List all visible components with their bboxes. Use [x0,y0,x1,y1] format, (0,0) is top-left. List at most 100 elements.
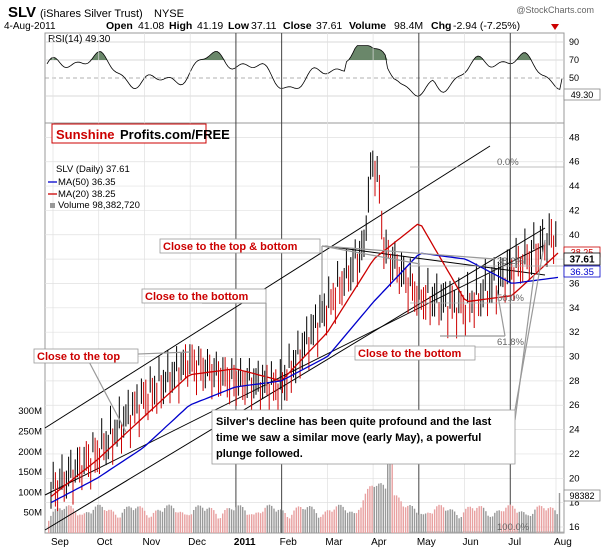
volume-bar [460,517,462,533]
volume-bar [300,507,302,533]
annotation-box-2 [141,288,267,304]
note-line-2: time we saw a similar move (early May), … [216,432,481,444]
trend-channel-upper [44,145,491,429]
volume-bar [143,510,146,533]
volume-bar [128,506,130,533]
ma50-tag [563,265,601,278]
ma20-line [50,223,559,498]
fib-label: 61.8% [497,337,524,348]
annotation-top: Close to the top [37,351,120,363]
volume-bar [157,509,159,533]
volume-bar [121,512,123,533]
volume-bar [322,514,324,533]
close-value: 37.61 [316,20,342,32]
volume-bar [373,486,375,533]
volume-bar [275,511,277,533]
volume-bar [367,488,369,533]
volume-bar [193,510,195,533]
volume-bar [342,506,344,533]
month-label: Jul [508,537,521,548]
note-line-3: plunge followed. [216,448,303,460]
rsi-tick-label: 70 [569,55,579,65]
volume-bar [262,511,264,533]
volume-bar [181,512,184,533]
price-panel [44,122,565,534]
volume-bar [549,507,552,533]
volume-bar [172,508,175,533]
volume-bar [351,511,353,533]
legend-price: SLV (Daily) 37.61 [56,164,130,175]
volume-bar [511,505,514,533]
rsi-tick-label: 50 [569,73,579,83]
volume-bar [538,505,541,533]
annotation-bottom-2: Close to the bottom [358,348,461,360]
volume-bar [150,516,152,533]
volume-tick-label: 150M [18,467,42,478]
high-label: High [169,20,192,32]
volume-bar [485,511,487,533]
volume-bar [478,506,480,533]
security-name: (iShares Silver Trust) [40,8,143,20]
volume-bar [382,484,384,533]
month-label: Dec [188,537,206,548]
volume-bar [139,506,141,533]
volume-bar [242,507,244,533]
volume-bar [184,514,186,533]
volume-bar [456,515,458,533]
volume-bar [487,515,489,533]
volume-bar [246,514,248,533]
volume-bar [476,507,478,533]
volume-bar [395,495,398,533]
legend-volume-swatch [50,203,55,208]
volume-bar [311,506,313,533]
volume-bar [152,512,155,533]
volume-bar [436,506,438,533]
volume-bar [94,506,97,533]
volume-bar [523,512,525,533]
volume-bar [554,510,556,533]
low-value: 37.11 [251,20,277,32]
volume-bar [112,511,115,533]
volume-bar [237,505,239,533]
volume-bar [253,514,255,533]
volume-bar [418,514,420,533]
volume-bar [159,510,161,533]
volume-bar [400,501,402,533]
volume-bar [90,513,92,533]
volume-bar [63,508,65,533]
volume-bar [277,509,280,533]
note-line-1: Silver's decline has been quite profound… [216,416,492,428]
volume-bar [106,511,108,533]
annotation-box-3 [33,348,139,364]
volume-bar [81,514,83,533]
price-tick-label: 26 [569,400,580,411]
volume-bar [529,516,532,533]
volume-label: Volume [349,20,386,32]
volume-bar [164,508,166,533]
volume-bar [329,510,331,533]
volume-bar [520,511,523,533]
annotation-top-bottom: Close to the top & bottom [163,241,298,253]
volume-bar [558,493,561,533]
ma-layer [50,223,559,504]
volume-bar [315,513,318,533]
volume-bar [166,505,168,533]
price-tick-label: 18 [569,498,580,509]
volume-bar [61,510,63,533]
volume-bar [440,505,442,533]
volume-bar [469,506,471,533]
volume-bar [190,514,193,533]
volume-value: 98.4M [394,20,423,32]
volume-bar [387,439,389,533]
volume-bar [445,510,447,533]
volume-bar [74,512,77,533]
exchange-label: NYSE [154,8,184,20]
volume-bar [206,508,208,533]
trend-channel-middle [44,244,546,496]
volume-bar [288,518,291,533]
volume-bar [471,508,474,533]
volume-bar [505,507,507,533]
volume-bar [141,507,144,533]
volume-bar [77,515,79,533]
volume-bar [148,517,150,533]
